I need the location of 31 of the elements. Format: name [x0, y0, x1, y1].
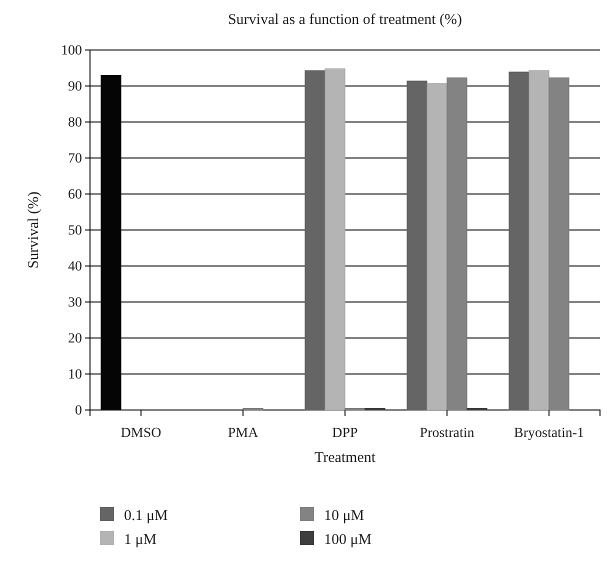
chart-title: Survival as a function of treatment (%): [228, 12, 462, 28]
y-tick-label: 30: [68, 295, 82, 310]
legend-label: 10 μM: [324, 508, 364, 524]
y-tick-label: 60: [68, 187, 82, 202]
x-axis-title: Treatment: [314, 450, 376, 466]
legend-label: 0.1 μM: [124, 508, 168, 524]
legend-label: 100 μM: [324, 532, 372, 548]
y-tick-label: 0: [75, 403, 82, 418]
y-tick-label: 80: [68, 115, 82, 130]
legend-label: 1 μM: [124, 532, 157, 548]
bar: [446, 77, 468, 410]
y-tick-label: 90: [68, 79, 82, 94]
bar: [304, 70, 326, 410]
bar: [528, 70, 550, 410]
x-tick-label: PMA: [228, 426, 260, 442]
y-tick-label: 20: [68, 331, 82, 346]
bar: [426, 83, 448, 410]
bar: [508, 72, 530, 410]
y-axis-title: Survival (%): [26, 191, 42, 269]
x-tick-label: DPP: [332, 426, 358, 442]
x-tick-label: DMSO: [120, 426, 162, 442]
x-tick-label: Prostratin: [420, 426, 474, 442]
bar: [548, 77, 570, 410]
y-tick-label: 70: [68, 151, 82, 166]
bar: [324, 68, 346, 410]
y-tick-label: 50: [68, 223, 82, 238]
y-tick-label: 40: [68, 259, 82, 274]
y-tick-label: 10: [68, 367, 82, 382]
y-tick-label: 100: [61, 43, 82, 58]
x-tick-label: Bryostatin-1: [514, 426, 584, 442]
bar: [406, 80, 428, 410]
